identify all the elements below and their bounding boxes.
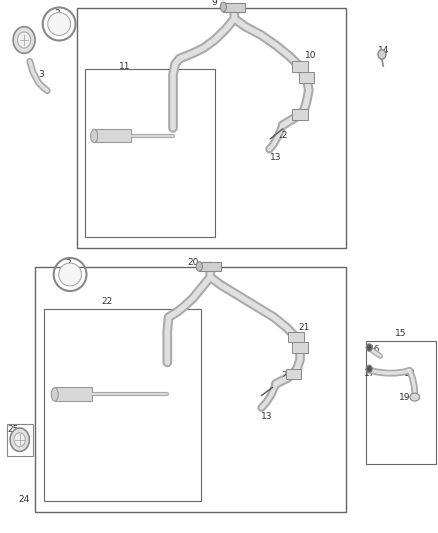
Text: 2: 2 — [65, 260, 71, 268]
Ellipse shape — [220, 2, 226, 12]
Bar — [55, 387, 92, 401]
Text: 10: 10 — [305, 52, 317, 60]
Text: 2: 2 — [54, 9, 60, 18]
Bar — [77, 8, 346, 248]
Text: 13: 13 — [261, 413, 272, 421]
Text: 15: 15 — [395, 329, 406, 337]
Text: 3: 3 — [39, 70, 45, 79]
Bar — [85, 69, 215, 237]
Bar — [199, 262, 221, 271]
Bar — [366, 341, 436, 464]
Ellipse shape — [51, 388, 58, 401]
Bar — [44, 309, 201, 501]
Circle shape — [366, 344, 372, 351]
Text: 18: 18 — [404, 369, 415, 377]
Ellipse shape — [48, 12, 71, 36]
Bar — [35, 266, 346, 512]
Text: 23: 23 — [281, 372, 293, 380]
Text: 22: 22 — [102, 297, 113, 305]
Bar — [223, 3, 245, 12]
Bar — [299, 72, 314, 83]
Bar — [7, 424, 33, 456]
Text: 25: 25 — [7, 425, 19, 433]
Text: 1: 1 — [14, 30, 21, 39]
Ellipse shape — [196, 262, 202, 271]
Bar — [286, 369, 301, 379]
Bar — [292, 109, 308, 120]
Bar — [288, 332, 304, 342]
Circle shape — [13, 27, 35, 53]
Text: 13: 13 — [270, 153, 282, 161]
Bar — [292, 342, 308, 353]
Circle shape — [10, 428, 29, 451]
Text: 16: 16 — [369, 345, 380, 353]
Circle shape — [18, 32, 31, 48]
Text: 24: 24 — [18, 495, 30, 504]
Text: 19: 19 — [399, 393, 411, 401]
Circle shape — [14, 433, 25, 447]
Circle shape — [378, 50, 386, 59]
Text: 21: 21 — [299, 324, 310, 332]
Bar — [94, 129, 131, 142]
Text: 9: 9 — [212, 0, 218, 7]
Bar — [292, 61, 308, 72]
Ellipse shape — [410, 393, 420, 401]
Text: 20: 20 — [187, 258, 198, 266]
Circle shape — [366, 365, 372, 373]
Text: 17: 17 — [364, 369, 376, 377]
Text: 11: 11 — [119, 62, 131, 71]
Ellipse shape — [91, 130, 98, 143]
Text: 12: 12 — [277, 132, 288, 140]
Ellipse shape — [59, 263, 81, 286]
Text: 14: 14 — [378, 46, 389, 55]
